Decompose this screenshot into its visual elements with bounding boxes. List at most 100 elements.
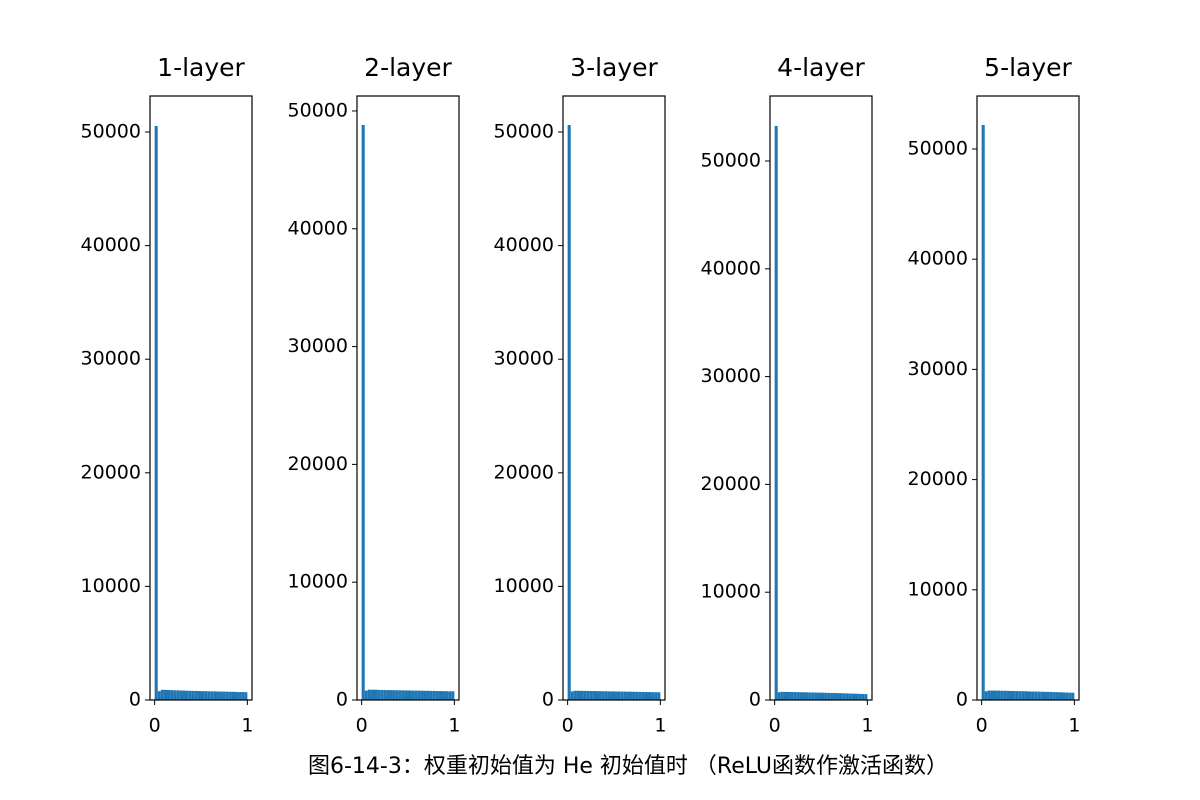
bar (1006, 690, 1010, 700)
bar (851, 693, 856, 700)
axes-frame (769, 95, 873, 701)
x-tick-label: 0 (149, 715, 161, 737)
bar (638, 691, 642, 700)
y-tick-label: 20000 (494, 461, 554, 483)
bar (1003, 690, 1007, 700)
bar (629, 691, 633, 700)
bar (1012, 690, 1016, 700)
bar (451, 691, 455, 700)
bar (1052, 692, 1056, 700)
bar (438, 691, 443, 700)
bar (836, 693, 840, 700)
bar (987, 690, 991, 700)
bar (576, 690, 580, 700)
y-tick-label: 10000 (908, 578, 968, 600)
bar (614, 691, 618, 700)
bar (1034, 691, 1038, 700)
bar (1062, 692, 1066, 700)
x-tick-label: 0 (769, 715, 781, 737)
subplot-title: 1-layer (157, 53, 245, 82)
bar (811, 692, 815, 700)
x-tick-label: 1 (654, 715, 666, 737)
y-tick-label: 20000 (908, 468, 968, 490)
bar (586, 690, 590, 700)
bar (364, 690, 368, 700)
x-tick-label: 1 (448, 715, 460, 737)
bar (179, 690, 183, 700)
bar (204, 691, 208, 700)
bar (166, 690, 171, 700)
axes-frame (976, 95, 1080, 701)
bar (1021, 691, 1025, 700)
bar (1049, 691, 1053, 700)
x-tick-label: 0 (976, 715, 988, 737)
bar (635, 691, 639, 700)
bar (445, 691, 449, 700)
subplot-title: 5-layer (984, 53, 1072, 82)
bar (786, 691, 791, 700)
bar (241, 692, 245, 700)
bar (821, 692, 825, 700)
bar (848, 693, 852, 700)
bar (426, 690, 430, 700)
bar (383, 689, 387, 700)
bar (185, 690, 189, 700)
bar (160, 689, 164, 700)
bar (607, 691, 611, 700)
bar (1071, 692, 1075, 700)
bar (592, 691, 596, 700)
bar (408, 690, 412, 700)
bar (154, 125, 158, 700)
bar (404, 690, 408, 700)
bar (417, 690, 421, 700)
bar (1031, 691, 1035, 700)
bar (814, 692, 818, 700)
bar (641, 691, 645, 700)
bar (657, 692, 661, 700)
bar (598, 691, 602, 700)
bar (648, 692, 652, 700)
bar (173, 690, 177, 700)
bar (361, 124, 365, 700)
bar (1055, 692, 1059, 700)
bar (219, 691, 223, 700)
bar (201, 691, 205, 700)
bar (1043, 691, 1047, 700)
bar (442, 691, 446, 700)
bar (1040, 691, 1044, 700)
bar (411, 690, 415, 700)
bar (604, 691, 608, 700)
subplot-title: 2-layer (364, 53, 452, 82)
bar (579, 690, 584, 700)
bar (610, 691, 614, 700)
bar (373, 689, 378, 700)
bar (238, 692, 242, 700)
bar (567, 124, 571, 700)
bar (1068, 692, 1072, 700)
bar (570, 691, 574, 700)
y-tick-label: 40000 (494, 234, 554, 256)
bar (182, 690, 186, 700)
bar (780, 691, 784, 700)
bar (213, 691, 217, 700)
bar (194, 690, 198, 700)
bar (777, 692, 781, 700)
bar (1015, 691, 1019, 700)
bar (805, 692, 809, 700)
bar (191, 690, 195, 700)
y-tick-label: 30000 (494, 348, 554, 370)
bar (170, 690, 174, 700)
y-tick-label: 40000 (908, 248, 968, 270)
x-tick-label: 0 (562, 715, 574, 737)
y-tick-label: 40000 (81, 234, 141, 256)
bar (244, 692, 248, 700)
bar (414, 690, 418, 700)
y-tick-label: 40000 (701, 257, 761, 279)
bar (1028, 691, 1032, 700)
x-tick-label: 1 (241, 715, 253, 737)
bar (398, 690, 402, 700)
bar (157, 691, 161, 700)
bar (432, 690, 436, 700)
y-tick-label: 0 (956, 689, 968, 711)
